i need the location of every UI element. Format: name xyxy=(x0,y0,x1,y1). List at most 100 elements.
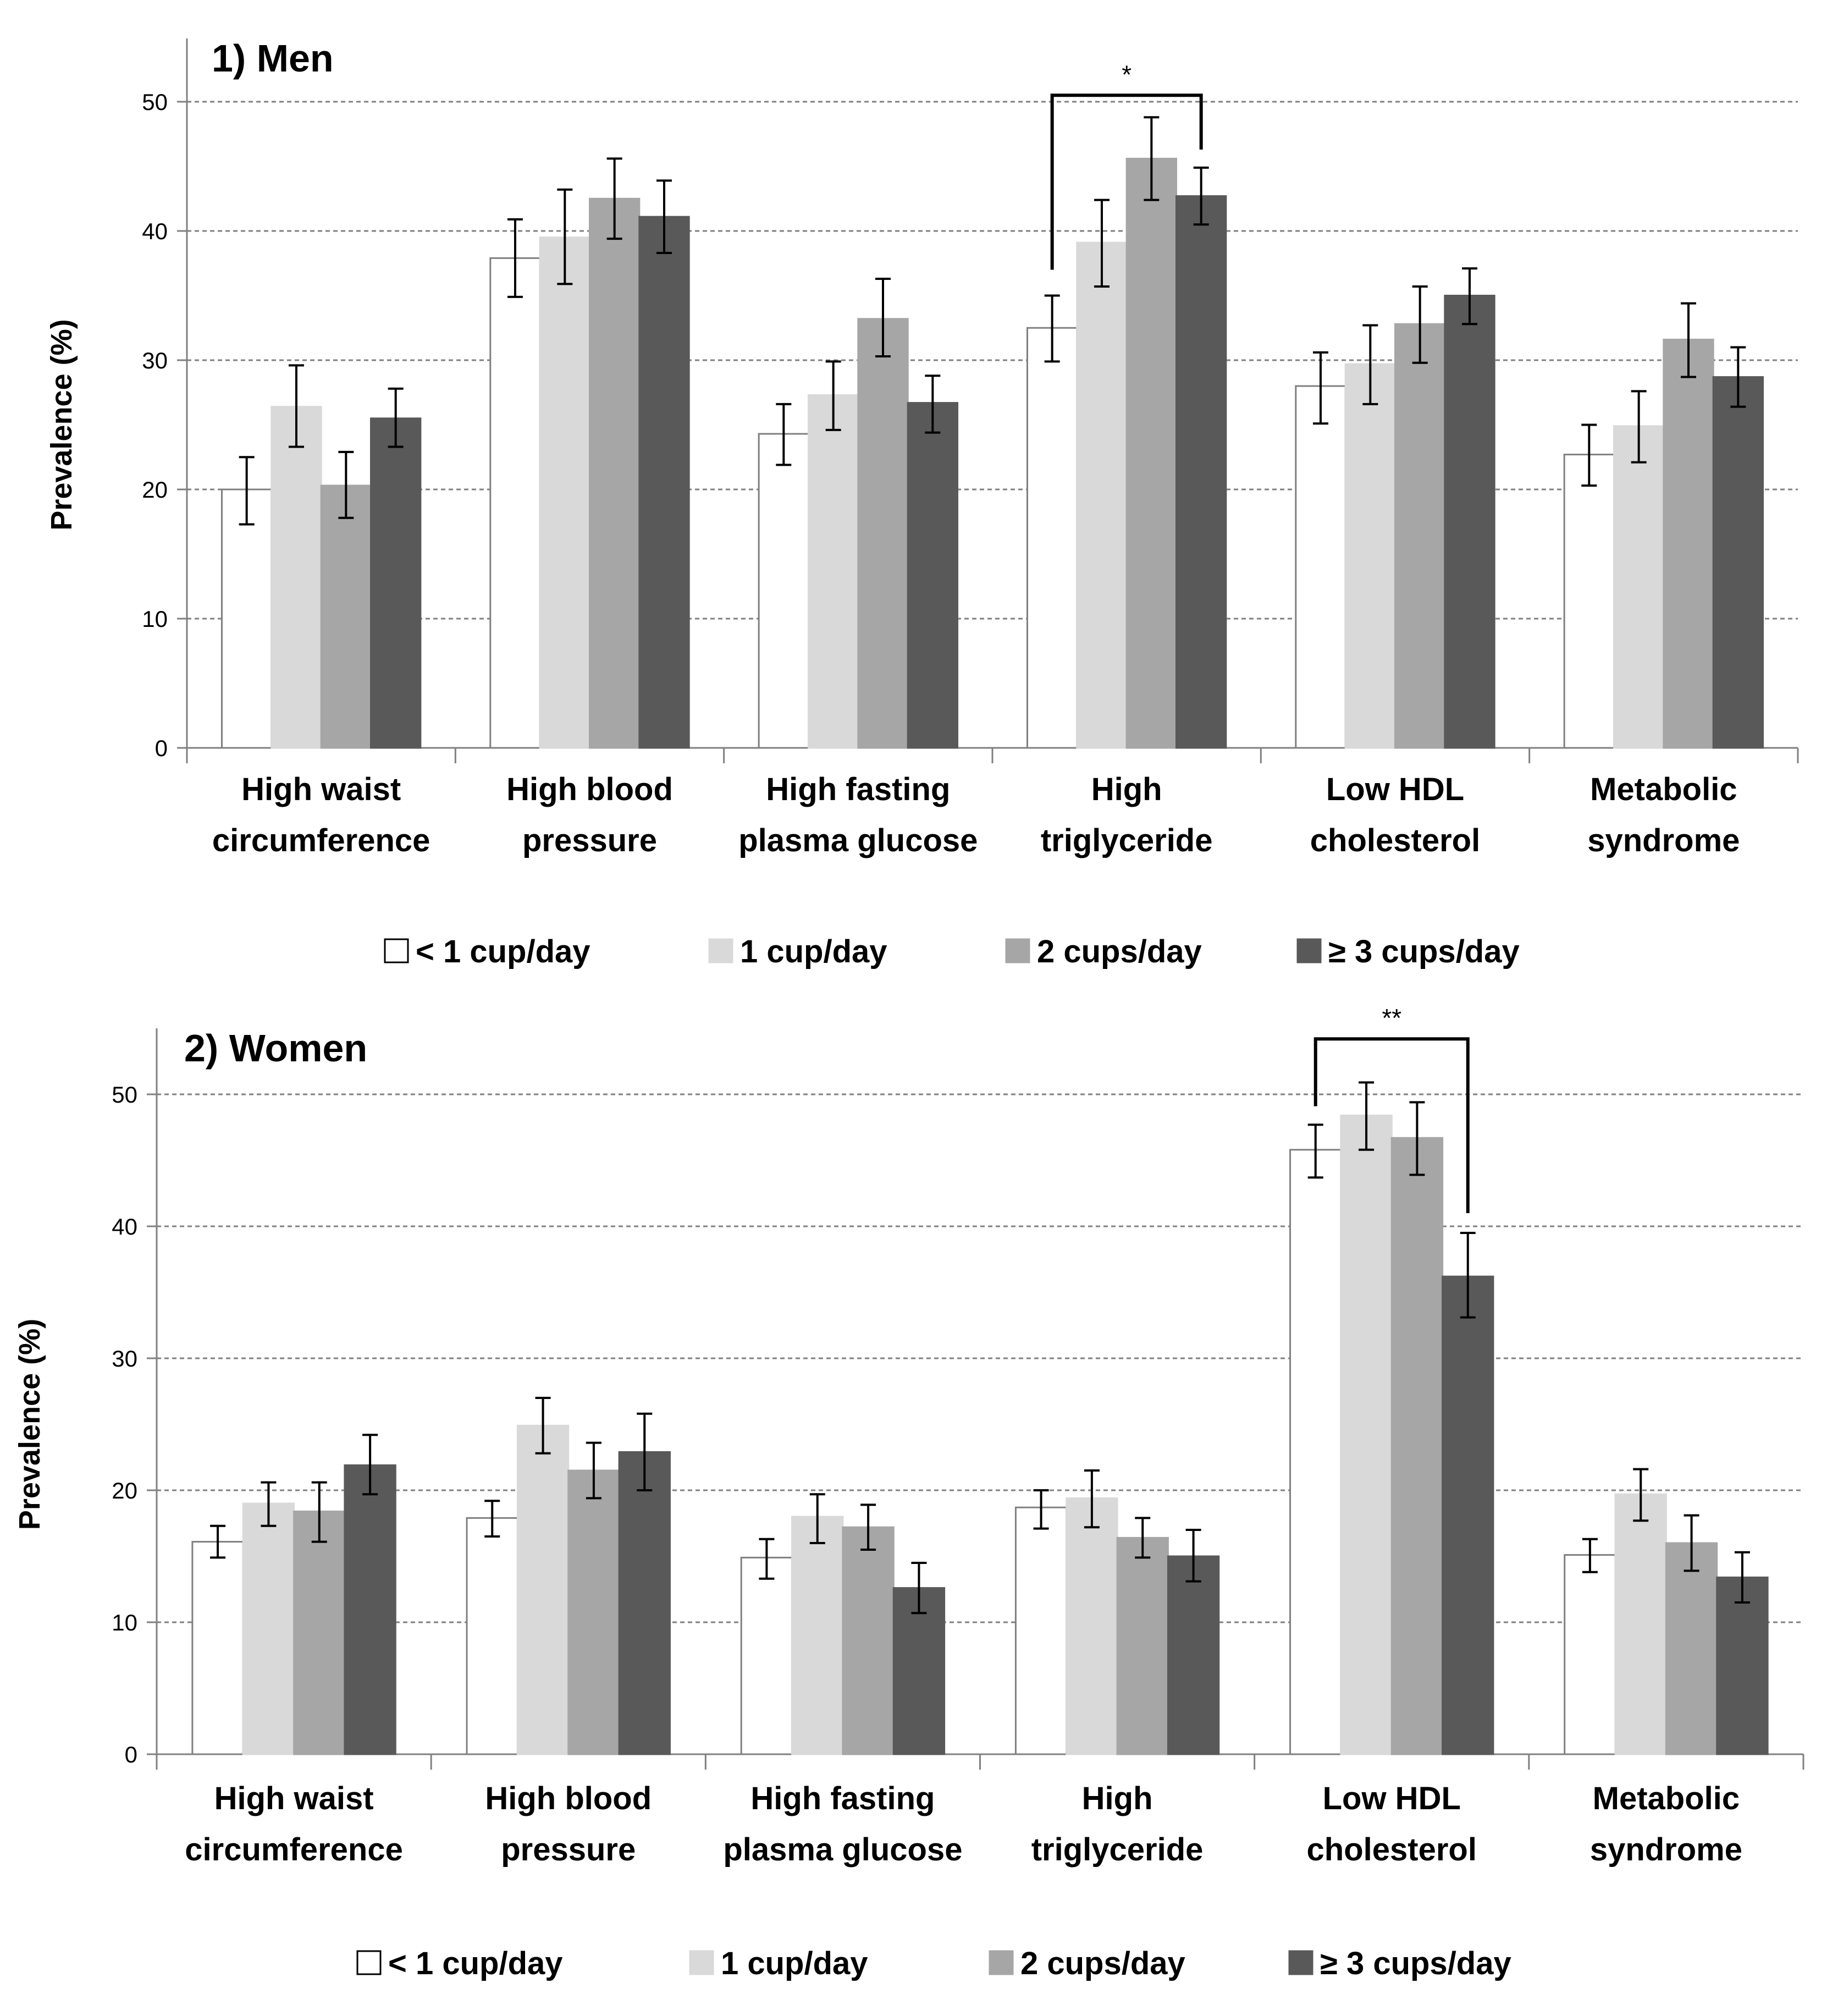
category-label: High fasting xyxy=(750,1781,935,1816)
legend-swatch xyxy=(1005,938,1030,963)
bar xyxy=(807,394,859,749)
bar xyxy=(1614,1493,1667,1755)
bar xyxy=(1444,295,1495,749)
bar xyxy=(1066,1497,1118,1755)
bar xyxy=(618,1451,671,1755)
legend-swatch xyxy=(1296,938,1322,963)
category-label: High xyxy=(1082,1781,1153,1816)
bar xyxy=(293,1510,346,1755)
y-tick-label: 20 xyxy=(112,1478,137,1503)
bar xyxy=(370,417,422,749)
bar xyxy=(1665,1542,1718,1755)
legend-label: 1 cup/day xyxy=(721,1946,868,1981)
bar xyxy=(567,1469,620,1755)
category-label: plasma glucose xyxy=(738,823,978,858)
legend-label: 2 cups/day xyxy=(1037,934,1202,970)
bar xyxy=(1613,425,1665,749)
category-label: High blood xyxy=(506,772,673,807)
bar xyxy=(1295,385,1346,749)
legend-label: ≥ 3 cups/day xyxy=(1328,934,1520,970)
bar xyxy=(589,197,641,749)
bar xyxy=(1712,376,1764,749)
chart-title: 2) Women xyxy=(184,1027,367,1070)
legend-swatch xyxy=(989,1950,1014,1975)
bar xyxy=(516,1424,570,1755)
category-label: High waist xyxy=(241,772,401,807)
significance-marker: ** xyxy=(1382,1004,1401,1032)
category-label: cholesterol xyxy=(1310,823,1480,858)
legend-swatch xyxy=(356,1950,382,1975)
bar xyxy=(1116,1536,1169,1755)
y-tick-label: 0 xyxy=(125,1742,137,1767)
y-tick-label: 0 xyxy=(155,735,168,761)
bar xyxy=(489,257,541,749)
legend-label: 2 cups/day xyxy=(1020,1946,1185,1981)
bar xyxy=(1014,1506,1068,1755)
category-label: syndrome xyxy=(1590,1832,1742,1868)
significance-bracket xyxy=(1313,1037,1470,1213)
bar xyxy=(1442,1275,1494,1755)
category-label: syndrome xyxy=(1587,823,1740,858)
category-label: High blood xyxy=(485,1781,652,1816)
panel-1: 0 10 20 30 40 50 1) Men Prevalence (%) High wais… xyxy=(45,37,1799,970)
bar xyxy=(1390,1137,1444,1755)
bar xyxy=(1026,327,1078,749)
legend-swatch xyxy=(1288,1950,1313,1975)
category-label: Low HDL xyxy=(1326,772,1464,807)
bar xyxy=(842,1526,895,1755)
category-label: cholesterol xyxy=(1307,1832,1477,1868)
y-tick-label: 10 xyxy=(142,606,168,632)
bar xyxy=(1125,157,1178,749)
bar xyxy=(1716,1576,1769,1755)
bar xyxy=(857,318,909,749)
y-tick-label: 30 xyxy=(112,1346,137,1371)
bar xyxy=(907,402,959,749)
bar xyxy=(758,433,809,749)
bar xyxy=(791,1516,844,1755)
y-tick-label: 10 xyxy=(112,1610,137,1635)
y-axis-label: Prevalence (%) xyxy=(13,1319,46,1530)
bar xyxy=(466,1517,518,1755)
category-label: High xyxy=(1091,772,1162,807)
legend-label: < 1 cup/day xyxy=(388,1946,563,1981)
bar xyxy=(242,1502,295,1755)
bar xyxy=(1563,454,1615,749)
bar xyxy=(1289,1149,1342,1755)
category-label: plasma glucose xyxy=(723,1832,962,1868)
category-label: Metabolic xyxy=(1593,1781,1740,1816)
bar xyxy=(320,484,372,749)
y-tick-label: 30 xyxy=(142,348,168,373)
legend-label: < 1 cup/day xyxy=(416,934,590,970)
bar xyxy=(220,488,273,749)
y-tick-label: 50 xyxy=(142,89,168,115)
chart-title: 1) Men xyxy=(212,37,334,80)
y-tick-label: 40 xyxy=(142,218,168,244)
category-label: Low HDL xyxy=(1323,1781,1461,1816)
significance-bracket xyxy=(1050,93,1203,270)
panel-2: 0 10 20 30 40 50 2) Women Prevalence (%) High wa… xyxy=(13,1004,1804,1981)
bar xyxy=(191,1541,244,1755)
y-tick-label: 20 xyxy=(142,477,168,503)
bar xyxy=(344,1464,396,1755)
category-label: pressure xyxy=(501,1832,636,1868)
category-label: pressure xyxy=(522,823,657,858)
y-tick-label: 40 xyxy=(112,1214,137,1240)
bar xyxy=(892,1587,946,1755)
bar xyxy=(1564,1554,1616,1755)
bar xyxy=(1394,323,1446,749)
bar xyxy=(1344,363,1397,749)
bar xyxy=(539,236,590,749)
bar xyxy=(1167,1555,1220,1755)
category-label: Metabolic xyxy=(1590,772,1737,807)
y-axis-label: Prevalence (%) xyxy=(45,319,78,530)
category-label: High fasting xyxy=(766,772,950,807)
category-label: triglyceride xyxy=(1041,823,1213,858)
significance-marker: * xyxy=(1122,60,1131,89)
bar xyxy=(638,216,690,749)
legend-swatch xyxy=(384,938,409,963)
category-label: circumference xyxy=(212,823,430,858)
legend-swatch xyxy=(708,938,733,963)
legend-label: ≥ 3 cups/day xyxy=(1320,1946,1511,1981)
bar xyxy=(271,406,322,749)
